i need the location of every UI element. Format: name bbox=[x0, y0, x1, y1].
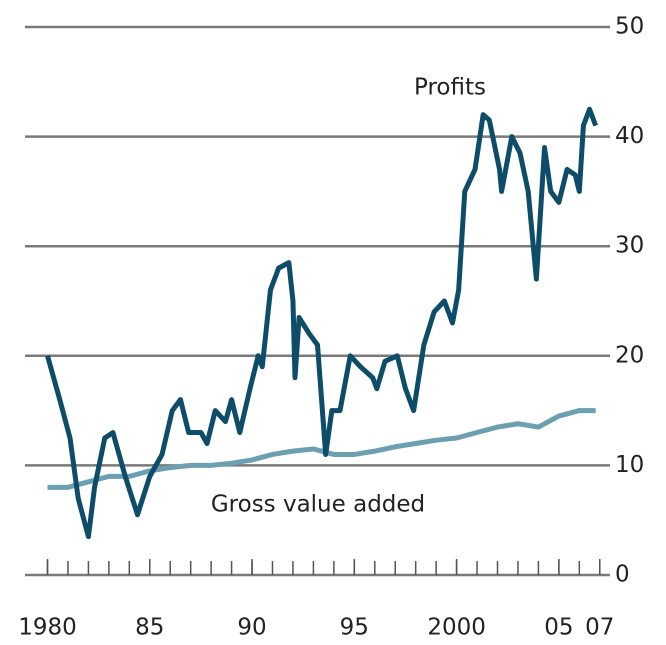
x-tick-label: 05 bbox=[544, 615, 573, 641]
series-line bbox=[45, 106, 599, 540]
series-annotation: Gross value added bbox=[211, 492, 425, 518]
x-tick-label: 07 bbox=[585, 615, 614, 641]
y-tick-label: 20 bbox=[615, 342, 644, 368]
y-tick-label: 30 bbox=[615, 233, 644, 259]
x-tick-label: 90 bbox=[237, 615, 266, 641]
y-tick-label: 50 bbox=[615, 14, 644, 40]
x-tick-label: 95 bbox=[340, 615, 369, 641]
y-tick-label: 0 bbox=[615, 562, 630, 588]
x-tick-label: 1980 bbox=[18, 615, 77, 641]
y-tick-label: 10 bbox=[615, 452, 644, 478]
x-tick-label: 85 bbox=[135, 615, 164, 641]
y-tick-label: 40 bbox=[615, 123, 644, 149]
series-annotation: Profits bbox=[414, 75, 486, 101]
x-tick-label: 2000 bbox=[427, 615, 486, 641]
